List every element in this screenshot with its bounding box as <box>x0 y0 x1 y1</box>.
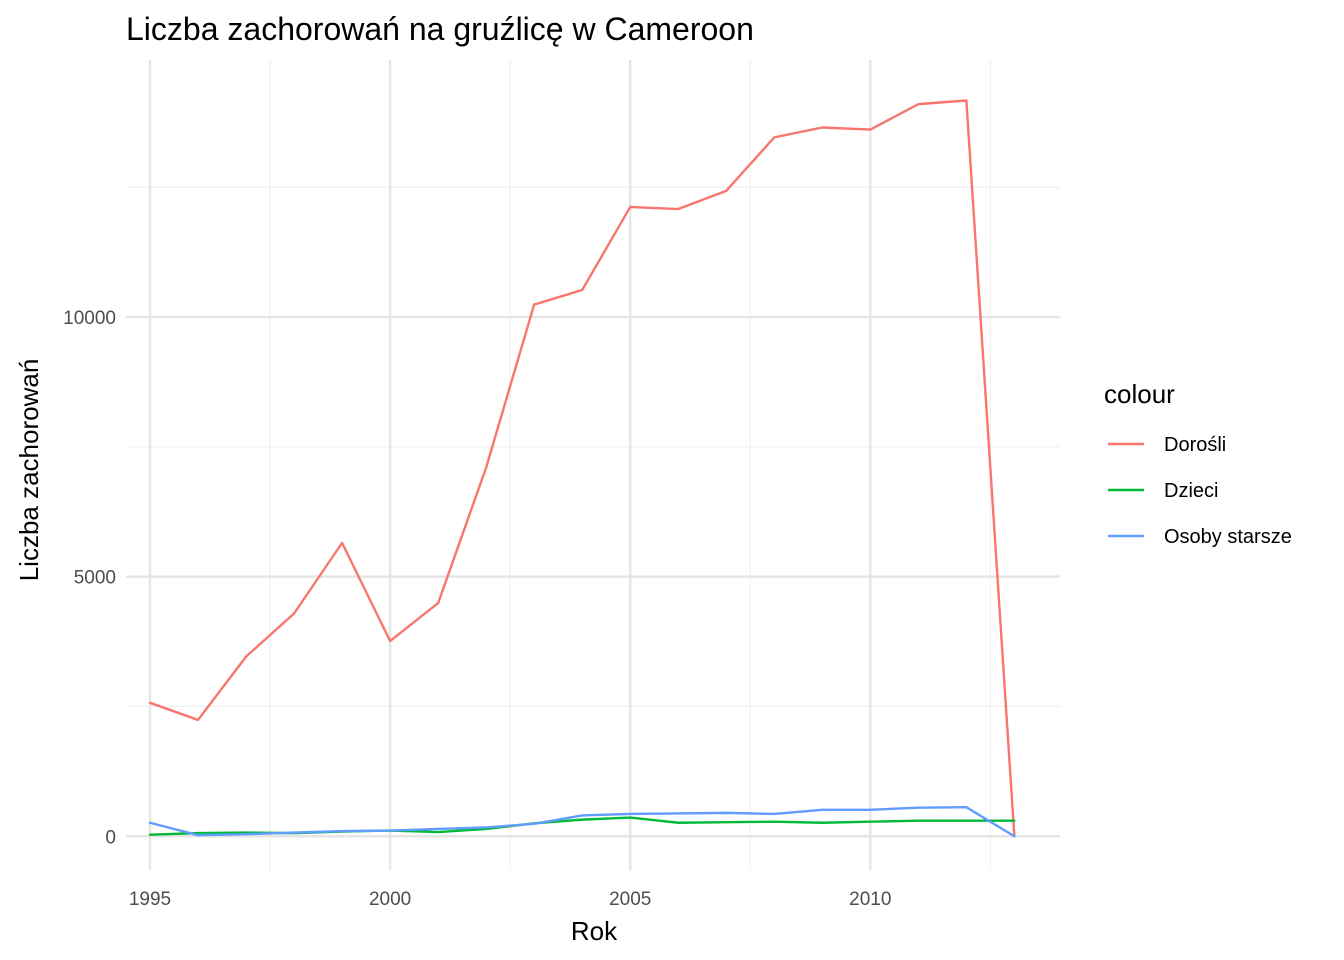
y-tick-label: 10000 <box>63 308 116 329</box>
legend-label-osoby-starsze: Osoby starsze <box>1164 526 1292 548</box>
chart-title: Liczba zachorowań na gruźlicę w Cameroon <box>126 11 754 47</box>
minor-gridlines <box>126 60 1060 870</box>
major-gridlines <box>126 60 1060 870</box>
series-line-dorośli <box>148 99 1016 838</box>
x-axis-title: Rok <box>571 916 618 946</box>
legend-label-dzieci: Dzieci <box>1164 480 1218 502</box>
x-tick-label: 1995 <box>129 889 171 910</box>
legend-title: colour <box>1104 379 1175 409</box>
y-axis-tick-labels: 0 5000 10000 <box>63 308 116 848</box>
y-axis-title: Liczba zachorowań <box>14 359 44 582</box>
legend-label-dorośli: Dorośli <box>1164 434 1226 456</box>
series-line-osoby-starsze <box>148 805 1016 838</box>
y-tick-label: 5000 <box>74 568 116 589</box>
series-lines <box>148 99 1016 838</box>
x-tick-label: 2005 <box>609 889 651 910</box>
x-tick-label: 2010 <box>849 889 891 910</box>
x-tick-label: 2000 <box>369 889 411 910</box>
y-tick-label: 0 <box>105 827 116 848</box>
legend-entries: Dorośli Dzieci Osoby starsze <box>1108 434 1292 548</box>
legend: colour Dorośli Dzieci Osoby starsze <box>1104 379 1292 548</box>
x-axis-tick-labels: 1995 2000 2005 2010 <box>129 889 892 910</box>
